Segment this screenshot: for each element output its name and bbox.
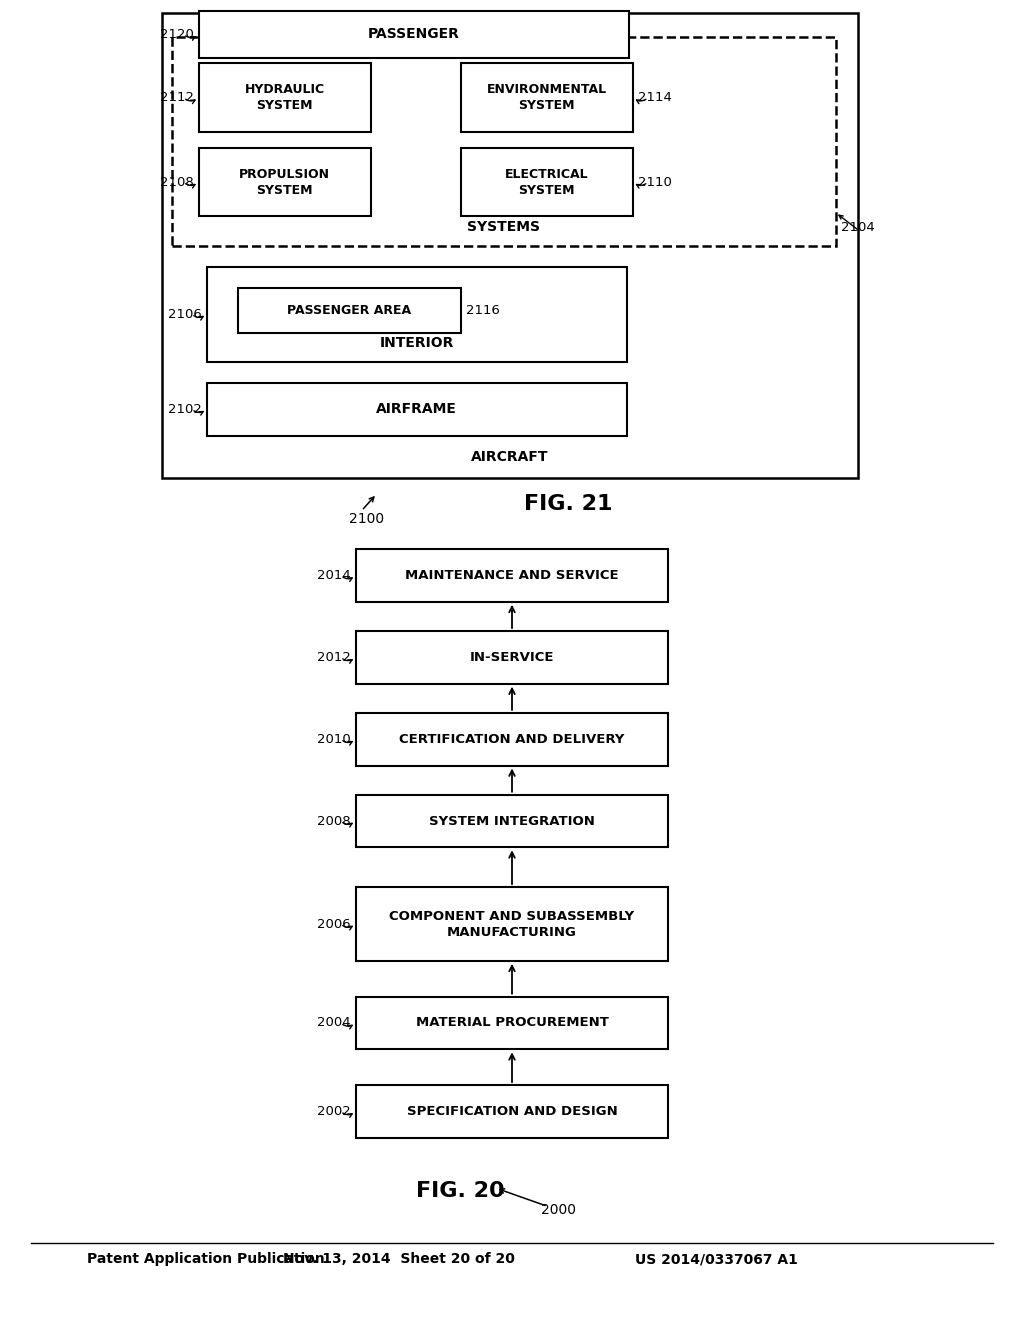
Text: PASSENGER: PASSENGER bbox=[368, 28, 460, 41]
Bar bbox=[356, 713, 669, 766]
Text: 2116: 2116 bbox=[466, 304, 500, 317]
Text: MATERIAL PROCUREMENT: MATERIAL PROCUREMENT bbox=[416, 1016, 608, 1030]
Bar bbox=[356, 1085, 669, 1138]
Bar bbox=[207, 383, 627, 436]
Text: SYSTEM INTEGRATION: SYSTEM INTEGRATION bbox=[429, 814, 595, 828]
Text: 2102: 2102 bbox=[168, 403, 202, 416]
Bar bbox=[172, 37, 836, 246]
Text: 2002: 2002 bbox=[317, 1105, 350, 1118]
Text: 2110: 2110 bbox=[638, 176, 672, 189]
Text: COMPONENT AND SUBASSEMBLY
MANUFACTURING: COMPONENT AND SUBASSEMBLY MANUFACTURING bbox=[389, 909, 635, 939]
Text: Nov. 13, 2014  Sheet 20 of 20: Nov. 13, 2014 Sheet 20 of 20 bbox=[284, 1253, 515, 1266]
Text: 2006: 2006 bbox=[317, 917, 350, 931]
Bar bbox=[461, 63, 633, 132]
Bar bbox=[207, 267, 627, 362]
Bar bbox=[461, 148, 633, 216]
Text: 2012: 2012 bbox=[316, 651, 350, 664]
Bar bbox=[356, 631, 669, 684]
Text: AIRCRAFT: AIRCRAFT bbox=[471, 450, 549, 463]
Bar bbox=[238, 288, 461, 333]
Bar bbox=[356, 795, 669, 847]
Bar bbox=[199, 63, 371, 132]
Bar bbox=[162, 13, 858, 478]
Text: 2112: 2112 bbox=[160, 91, 194, 104]
Text: PROPULSION
SYSTEM: PROPULSION SYSTEM bbox=[240, 168, 330, 197]
Text: FIG. 21: FIG. 21 bbox=[524, 494, 612, 515]
Text: 2010: 2010 bbox=[317, 733, 350, 746]
Text: SPECIFICATION AND DESIGN: SPECIFICATION AND DESIGN bbox=[407, 1105, 617, 1118]
Text: IN-SERVICE: IN-SERVICE bbox=[470, 651, 554, 664]
Bar bbox=[356, 887, 669, 961]
Text: FIG. 20: FIG. 20 bbox=[417, 1180, 505, 1201]
Text: 2104: 2104 bbox=[841, 220, 874, 234]
Text: 2004: 2004 bbox=[317, 1016, 350, 1030]
Text: 2120: 2120 bbox=[160, 28, 194, 41]
Bar bbox=[356, 549, 669, 602]
Text: CERTIFICATION AND DELIVERY: CERTIFICATION AND DELIVERY bbox=[399, 733, 625, 746]
Bar bbox=[199, 148, 371, 216]
Text: MAINTENANCE AND SERVICE: MAINTENANCE AND SERVICE bbox=[406, 569, 618, 582]
Text: INTERIOR: INTERIOR bbox=[380, 337, 454, 350]
Bar bbox=[199, 11, 629, 58]
Bar bbox=[356, 997, 669, 1049]
Text: ELECTRICAL
SYSTEM: ELECTRICAL SYSTEM bbox=[505, 168, 589, 197]
Text: PASSENGER AREA: PASSENGER AREA bbox=[287, 304, 412, 317]
Text: 2014: 2014 bbox=[317, 569, 350, 582]
Text: ENVIRONMENTAL
SYSTEM: ENVIRONMENTAL SYSTEM bbox=[486, 83, 607, 112]
Text: 2106: 2106 bbox=[168, 308, 202, 321]
Text: Patent Application Publication: Patent Application Publication bbox=[87, 1253, 325, 1266]
Text: US 2014/0337067 A1: US 2014/0337067 A1 bbox=[635, 1253, 798, 1266]
Text: 2008: 2008 bbox=[317, 814, 350, 828]
Text: 2000: 2000 bbox=[541, 1204, 575, 1217]
Text: 2108: 2108 bbox=[160, 176, 194, 189]
Text: AIRFRAME: AIRFRAME bbox=[377, 403, 457, 416]
Text: 2100: 2100 bbox=[349, 512, 384, 525]
Text: HYDRAULIC
SYSTEM: HYDRAULIC SYSTEM bbox=[245, 83, 325, 112]
Text: SYSTEMS: SYSTEMS bbox=[467, 220, 541, 234]
Text: 2114: 2114 bbox=[638, 91, 672, 104]
